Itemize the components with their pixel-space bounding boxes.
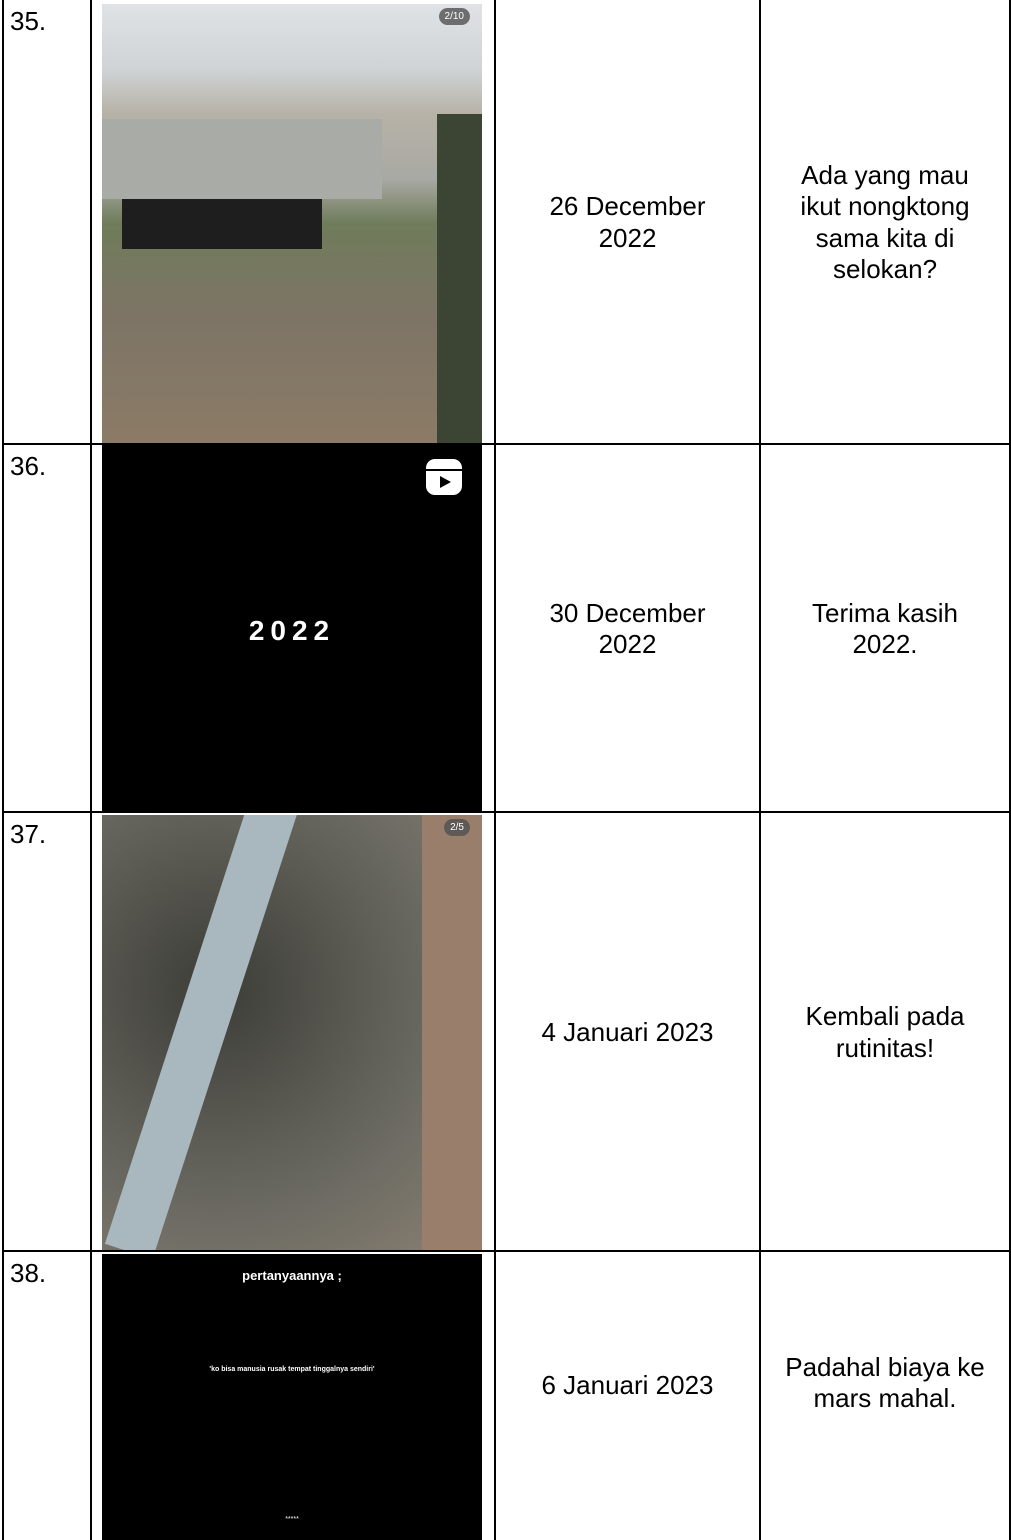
caption: Terima kasih 2022. xyxy=(783,598,988,660)
pipe xyxy=(105,815,301,1250)
person xyxy=(437,114,482,443)
bridge xyxy=(102,119,382,199)
date-cell: 4 Januari 2023 xyxy=(494,813,759,1252)
date: 4 Januari 2023 xyxy=(541,1017,713,1048)
overlay-text: pertanyaannya ; xyxy=(102,1268,482,1283)
photo: pertanyaannya ; 'ko bisa manusia rusak t… xyxy=(102,1254,482,1540)
row-number: 36. xyxy=(2,445,90,813)
image-cell: 2022 xyxy=(90,445,494,813)
row-number: 37. xyxy=(2,813,90,1252)
photo: 2022 xyxy=(102,445,482,811)
caption: Padahal biaya ke mars mahal. xyxy=(765,1352,1005,1414)
image-cell: pertanyaannya ; 'ko bisa manusia rusak t… xyxy=(90,1252,494,1540)
date-cell: 26 December 2022 xyxy=(494,0,759,445)
reels-icon xyxy=(424,457,464,497)
overlay-badge: 2/5 xyxy=(444,819,470,836)
row-number: 35. xyxy=(2,0,90,445)
caption-cell: Ada yang mau ikut nongktong sama kita di… xyxy=(759,0,1011,445)
date: 6 Januari 2023 xyxy=(541,1370,713,1401)
photo: 2/5 xyxy=(102,815,482,1250)
culvert xyxy=(122,199,322,249)
overlay-text: 'ko bisa manusia rusak tempat tinggalnya… xyxy=(102,1366,482,1373)
overlay-text: ***** xyxy=(102,1516,482,1523)
caption-cell: Kembali pada rutinitas! xyxy=(759,813,1011,1252)
row-number: 38. xyxy=(2,1252,90,1540)
image-cell: 2/10 xyxy=(90,0,494,445)
date-cell: 6 Januari 2023 xyxy=(494,1252,759,1540)
table-row: 37. 2/5 4 Januari 2023 Kembali pada ruti… xyxy=(2,811,1011,1252)
date: 30 December 2022 xyxy=(525,598,730,660)
caption: Ada yang mau ikut nongktong sama kita di… xyxy=(783,160,988,285)
table-row: 36. 2022 30 December 2022 Terima kasih 2… xyxy=(2,443,1011,813)
date: 26 December 2022 xyxy=(525,191,730,253)
date-cell: 30 December 2022 xyxy=(494,445,759,813)
wall xyxy=(422,815,482,1250)
caption: Kembali pada rutinitas! xyxy=(783,1001,988,1063)
overlay-text: 2022 xyxy=(102,615,482,647)
table-row: 38. pertanyaannya ; 'ko bisa manusia rus… xyxy=(2,1250,1011,1540)
page: 35. 2/10 26 December 2022 Ada yang mau i… xyxy=(0,0,1011,1526)
photo: 2/10 xyxy=(102,4,482,443)
overlay-badge: 2/10 xyxy=(439,8,470,25)
table-row: 35. 2/10 26 December 2022 Ada yang mau i… xyxy=(2,0,1011,445)
caption-cell: Terima kasih 2022. xyxy=(759,445,1011,813)
image-cell: 2/5 xyxy=(90,813,494,1252)
caption-cell: Padahal biaya ke mars mahal. xyxy=(759,1252,1011,1540)
